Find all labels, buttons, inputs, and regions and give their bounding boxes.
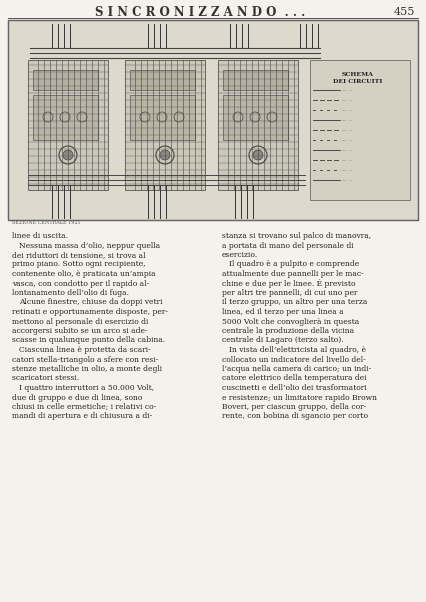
Text: retinati e opportunamente disposte, per-: retinati e opportunamente disposte, per- xyxy=(12,308,168,316)
Text: SCHEMA: SCHEMA xyxy=(342,72,374,77)
Text: l’acqua nella camera di carico; un indi-: l’acqua nella camera di carico; un indi- xyxy=(222,365,371,373)
Circle shape xyxy=(160,150,170,160)
Bar xyxy=(130,70,195,90)
Text: Ciascuna linea è protetta da scari-: Ciascuna linea è protetta da scari- xyxy=(19,346,151,354)
Text: 5000 Volt che convoglierà in questa: 5000 Volt che convoglierà in questa xyxy=(222,317,359,326)
Text: Boveri, per ciascun gruppo, della cor-: Boveri, per ciascun gruppo, della cor- xyxy=(222,403,366,411)
Text: per altri tre pannelli, di cui uno per: per altri tre pannelli, di cui uno per xyxy=(222,289,357,297)
Text: cuscinetti e dell’olio dei trasformatori: cuscinetti e dell’olio dei trasformatori xyxy=(222,384,367,392)
Text: accorgersi subito se un arco si ade-: accorgersi subito se un arco si ade- xyxy=(12,327,148,335)
Text: —  ...: — ... xyxy=(342,118,352,122)
Text: —  ...: — ... xyxy=(342,88,352,92)
Text: attualmente due pannelli per le mac-: attualmente due pannelli per le mac- xyxy=(222,270,364,278)
Text: scasse in qualunque punto della cabina.: scasse in qualunque punto della cabina. xyxy=(12,337,165,344)
Text: esercizio.: esercizio. xyxy=(222,251,258,259)
Circle shape xyxy=(253,150,263,160)
Text: due di gruppo e due di linea, sono: due di gruppo e due di linea, sono xyxy=(12,394,142,402)
Bar xyxy=(33,95,98,140)
Circle shape xyxy=(63,150,73,160)
Text: catori stella-triangolo a sfere con resi-: catori stella-triangolo a sfere con resi… xyxy=(12,356,158,364)
Text: dei riduttori di tensione, si trova al: dei riduttori di tensione, si trova al xyxy=(12,251,146,259)
Text: rente, con bobina di sgancio per corto: rente, con bobina di sgancio per corto xyxy=(222,412,368,421)
Text: —  ...: — ... xyxy=(342,158,352,162)
Text: catore elettrico della temperatura dei: catore elettrico della temperatura dei xyxy=(222,374,367,382)
Text: mandi di apertura e di chiusura a di-: mandi di apertura e di chiusura a di- xyxy=(12,412,152,421)
Text: il terzo gruppo, un altro per una terza: il terzo gruppo, un altro per una terza xyxy=(222,299,367,306)
Bar xyxy=(8,20,418,220)
Bar xyxy=(310,60,410,200)
Bar xyxy=(223,70,288,90)
Bar xyxy=(218,60,298,190)
Bar xyxy=(125,60,205,190)
Text: chiusi in celle ermetiche; i relativi co-: chiusi in celle ermetiche; i relativi co… xyxy=(12,403,156,411)
Text: SEZIONE CENTRALE 1921: SEZIONE CENTRALE 1921 xyxy=(12,220,81,225)
Text: I quattro interruttori a 50.000 Volt,: I quattro interruttori a 50.000 Volt, xyxy=(19,384,154,392)
Text: linee di uscita.: linee di uscita. xyxy=(12,232,68,240)
Text: In vista dell’elettricista al quadro, è: In vista dell’elettricista al quadro, è xyxy=(229,346,366,354)
Text: mettono al personale di esercizio di: mettono al personale di esercizio di xyxy=(12,317,148,326)
Bar xyxy=(33,70,98,90)
Text: scaricatori stessi.: scaricatori stessi. xyxy=(12,374,79,382)
Text: —  ...: — ... xyxy=(342,108,352,112)
Text: e resistenze; un limitatore rapido Brown: e resistenze; un limitatore rapido Brown xyxy=(222,394,377,402)
Bar xyxy=(223,95,288,140)
Text: vasca, con condotto per il rapido al-: vasca, con condotto per il rapido al- xyxy=(12,279,149,288)
Text: stenze metalliche in olio, a monte degli: stenze metalliche in olio, a monte degli xyxy=(12,365,162,373)
Text: —  ...: — ... xyxy=(342,168,352,172)
Bar xyxy=(28,60,108,190)
Text: 455: 455 xyxy=(394,7,415,17)
Text: —  ...: — ... xyxy=(342,178,352,182)
Text: primo piano. Sotto ogni recipiente,: primo piano. Sotto ogni recipiente, xyxy=(12,261,146,268)
Text: a portata di mano del personale di: a portata di mano del personale di xyxy=(222,241,354,249)
Text: lontanamento dell’olio di fuga.: lontanamento dell’olio di fuga. xyxy=(12,289,129,297)
Text: —  ...: — ... xyxy=(342,128,352,132)
Text: contenente olio, è praticata un’ampia: contenente olio, è praticata un’ampia xyxy=(12,270,155,278)
Text: collocato un indicatore del livello del-: collocato un indicatore del livello del- xyxy=(222,356,366,364)
Text: —  ...: — ... xyxy=(342,98,352,102)
Text: centrale la produzione della vicina: centrale la produzione della vicina xyxy=(222,327,354,335)
Text: —  ...: — ... xyxy=(342,138,352,142)
Text: DEI CIRCUITI: DEI CIRCUITI xyxy=(333,79,383,84)
Text: linea, ed il terzo per una linea a: linea, ed il terzo per una linea a xyxy=(222,308,344,316)
Text: S I N C R O N I Z Z A N D O  . . .: S I N C R O N I Z Z A N D O . . . xyxy=(95,5,305,19)
Text: Alcune finestre, chiuse da doppi vetri: Alcune finestre, chiuse da doppi vetri xyxy=(19,299,162,306)
Text: Il quadro è a pulpito e comprende: Il quadro è a pulpito e comprende xyxy=(229,261,359,268)
Text: centrale di Lagaro (terzo salto).: centrale di Lagaro (terzo salto). xyxy=(222,337,344,344)
Bar xyxy=(8,20,418,220)
Text: stanza si trovano sul palco di manovra,: stanza si trovano sul palco di manovra, xyxy=(222,232,371,240)
Text: Nessuna massa d’olio, neppur quella: Nessuna massa d’olio, neppur quella xyxy=(19,241,160,249)
Bar xyxy=(130,95,195,140)
Text: chine e due per le linee. È previsto: chine e due per le linee. È previsto xyxy=(222,279,356,288)
Text: —  ...: — ... xyxy=(342,148,352,152)
